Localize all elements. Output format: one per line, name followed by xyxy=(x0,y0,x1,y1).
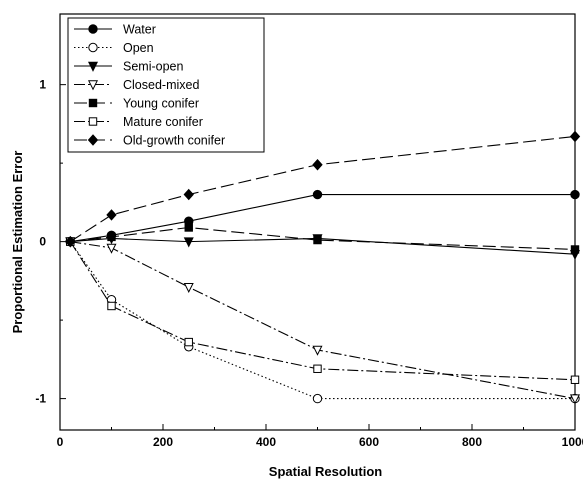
legend-entry-young-conifer: Young conifer xyxy=(74,97,199,111)
legend-marker xyxy=(87,80,99,91)
y-axis-title: Proportional Estimation Error xyxy=(10,151,25,334)
series-line-semi-open xyxy=(70,237,576,255)
legend-marker xyxy=(88,42,98,53)
legend-entry-closed-mixed: Closed-mixed xyxy=(74,78,199,92)
legend-entry-old-growth-conifer: Old-growth conifer xyxy=(74,134,225,148)
series-old-growth-conifer xyxy=(65,130,581,248)
data-point-young-conifer xyxy=(313,235,322,245)
legend-label: Young conifer xyxy=(123,97,199,111)
legend-entry-semi-open: Semi-open xyxy=(74,60,183,74)
data-point-closed-mixed xyxy=(569,394,581,405)
legend-label: Old-growth conifer xyxy=(123,134,225,148)
data-point-closed-mixed xyxy=(183,282,194,293)
x-tick-label: 800 xyxy=(462,435,482,449)
x-tick-label: 200 xyxy=(153,435,173,449)
data-point-young-conifer xyxy=(570,245,580,254)
data-point-young-conifer xyxy=(184,223,193,232)
y-tick-label: 1 xyxy=(39,78,46,92)
data-point-closed-mixed xyxy=(106,243,117,254)
data-point-old-growth-conifer xyxy=(106,209,117,221)
tick-layer: 0 200 400 600 800 1000 -1 0 1 xyxy=(35,78,583,449)
data-point-water xyxy=(312,189,323,200)
legend-label: Closed-mixed xyxy=(123,78,199,92)
legend-label: Open xyxy=(123,41,154,55)
legend-marker xyxy=(88,98,98,108)
data-point-closed-mixed xyxy=(312,345,323,356)
legend-entry-mature-conifer: Mature conifer xyxy=(74,115,203,129)
legend-marker xyxy=(87,61,99,72)
legend-label: Water xyxy=(123,23,156,37)
legend-marker xyxy=(88,117,98,126)
data-point-semi-open xyxy=(183,237,194,248)
data-point-old-growth-conifer xyxy=(183,188,194,201)
series-water xyxy=(65,189,580,247)
y-tick-label: 0 xyxy=(39,235,46,249)
legend-label: Semi-open xyxy=(123,60,183,74)
legend: Water Open Semi-open Closed-mixed Young coni… xyxy=(67,17,265,153)
data-point-open xyxy=(312,393,323,404)
data-point-water xyxy=(570,189,580,200)
y-tick-label: -1 xyxy=(35,392,46,406)
x-tick-label: 1000 xyxy=(562,435,583,449)
series-layer xyxy=(65,130,581,405)
series-open xyxy=(65,236,580,404)
series-mature-conifer xyxy=(66,237,580,384)
x-tick-label: 400 xyxy=(256,435,276,449)
data-point-mature-conifer xyxy=(184,337,193,347)
data-point-old-growth-conifer xyxy=(312,158,323,171)
data-point-mature-conifer xyxy=(570,375,580,384)
legend-label: Mature conifer xyxy=(123,115,203,129)
series-line-water xyxy=(70,193,575,243)
legend-entry-water: Water xyxy=(74,23,156,37)
x-axis-title: Spatial Resolution xyxy=(269,464,382,479)
x-tick-label: 0 xyxy=(57,435,64,449)
data-point-young-conifer xyxy=(107,232,116,242)
data-point-old-growth-conifer xyxy=(65,235,76,248)
data-point-old-growth-conifer xyxy=(569,130,581,143)
legend-marker xyxy=(88,24,98,34)
series-closed-mixed xyxy=(65,237,581,405)
data-point-mature-conifer xyxy=(107,301,116,311)
series-line-closed-mixed xyxy=(70,241,576,400)
data-point-mature-conifer xyxy=(313,364,322,373)
legend-marker xyxy=(87,134,99,146)
x-tick-label: 600 xyxy=(359,435,379,449)
series-line-mature-conifer xyxy=(69,241,576,381)
legend-entry-open: Open xyxy=(74,41,154,55)
